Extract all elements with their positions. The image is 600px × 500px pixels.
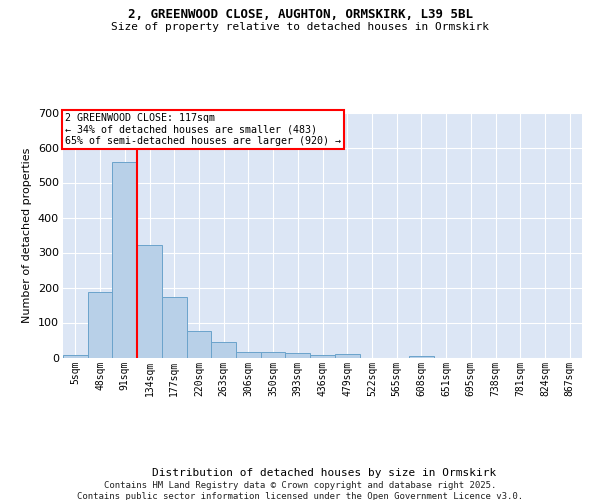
Bar bbox=[236, 352, 261, 358]
Bar bbox=[409, 356, 434, 358]
Bar bbox=[112, 162, 137, 358]
Y-axis label: Number of detached properties: Number of detached properties bbox=[22, 148, 32, 322]
Text: 2 GREENWOOD CLOSE: 117sqm
← 34% of detached houses are smaller (483)
65% of semi: 2 GREENWOOD CLOSE: 117sqm ← 34% of detac… bbox=[65, 113, 341, 146]
Bar bbox=[335, 354, 359, 358]
Bar bbox=[88, 292, 112, 358]
Bar bbox=[261, 352, 286, 358]
Text: Distribution of detached houses by size in Ormskirk: Distribution of detached houses by size … bbox=[152, 468, 496, 477]
Bar bbox=[187, 330, 211, 357]
Text: Contains public sector information licensed under the Open Government Licence v3: Contains public sector information licen… bbox=[77, 492, 523, 500]
Bar bbox=[162, 298, 187, 358]
Bar bbox=[211, 342, 236, 357]
Bar bbox=[63, 354, 88, 358]
Bar bbox=[137, 245, 162, 358]
Bar bbox=[310, 354, 335, 358]
Text: Contains HM Land Registry data © Crown copyright and database right 2025.: Contains HM Land Registry data © Crown c… bbox=[104, 481, 496, 490]
Bar bbox=[286, 354, 310, 358]
Text: Size of property relative to detached houses in Ormskirk: Size of property relative to detached ho… bbox=[111, 22, 489, 32]
Text: 2, GREENWOOD CLOSE, AUGHTON, ORMSKIRK, L39 5BL: 2, GREENWOOD CLOSE, AUGHTON, ORMSKIRK, L… bbox=[128, 8, 473, 20]
